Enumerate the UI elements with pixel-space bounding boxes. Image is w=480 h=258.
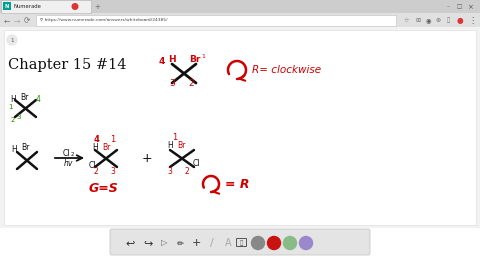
Text: Cl: Cl <box>63 149 71 158</box>
FancyBboxPatch shape <box>110 229 370 255</box>
Text: ▷: ▷ <box>161 238 167 247</box>
Text: 1: 1 <box>172 133 178 141</box>
Text: Cl: Cl <box>193 159 201 168</box>
Text: /: / <box>210 238 214 248</box>
Text: 4: 4 <box>158 58 165 67</box>
Text: H: H <box>92 143 98 152</box>
Text: ◉: ◉ <box>425 18 431 23</box>
Circle shape <box>252 237 264 249</box>
Circle shape <box>300 237 312 249</box>
Text: Br: Br <box>102 142 110 151</box>
Text: +: + <box>142 151 152 165</box>
Text: ←: ← <box>4 17 10 26</box>
Text: 2: 2 <box>11 117 15 123</box>
Text: 2: 2 <box>185 167 190 176</box>
FancyBboxPatch shape <box>1 0 91 13</box>
Text: +: + <box>192 238 201 248</box>
Text: 4: 4 <box>94 135 100 144</box>
Circle shape <box>7 35 17 45</box>
Bar <box>4 30 476 225</box>
Text: 1: 1 <box>110 134 116 143</box>
Text: –: – <box>446 4 449 10</box>
Text: 2: 2 <box>71 151 74 157</box>
Text: →: → <box>14 17 20 26</box>
Text: 1: 1 <box>8 104 12 110</box>
Text: 2: 2 <box>188 79 194 88</box>
Circle shape <box>72 4 78 9</box>
Text: 3: 3 <box>17 114 21 120</box>
Text: Cl: Cl <box>89 160 96 170</box>
Text: ⋮: ⋮ <box>468 16 476 25</box>
Text: H: H <box>168 55 176 64</box>
Bar <box>3 2 11 10</box>
Text: hv: hv <box>64 158 73 167</box>
Text: Br: Br <box>177 141 185 149</box>
Bar <box>0 13 480 27</box>
Text: G=S: G=S <box>88 181 118 195</box>
Bar <box>0 0 480 13</box>
Text: ✏: ✏ <box>177 238 183 247</box>
Bar <box>0 27 480 228</box>
Text: ⚲ https://www.numerade.com/answers/whiteboard/24385/: ⚲ https://www.numerade.com/answers/white… <box>40 19 168 22</box>
Text: 1: 1 <box>201 54 205 60</box>
Text: ↩: ↩ <box>125 238 135 248</box>
Text: 4: 4 <box>36 95 40 104</box>
Text: 3: 3 <box>168 167 172 176</box>
Text: ⊕: ⊕ <box>435 18 441 23</box>
Text: Numerade: Numerade <box>14 4 42 10</box>
Text: H: H <box>11 146 17 155</box>
Text: ●: ● <box>456 16 463 25</box>
Text: 2: 2 <box>94 167 98 176</box>
Text: A: A <box>225 238 231 248</box>
Text: ⊞: ⊞ <box>415 18 420 23</box>
Text: Br: Br <box>21 143 29 152</box>
Text: ⟳: ⟳ <box>24 17 30 26</box>
Text: +: + <box>94 4 100 10</box>
Text: ⛰: ⛰ <box>240 240 242 246</box>
Text: = R: = R <box>225 178 250 190</box>
Bar <box>236 238 246 246</box>
Text: 3: 3 <box>110 167 115 176</box>
Text: Br: Br <box>20 93 28 101</box>
Circle shape <box>284 237 297 249</box>
Text: ↪: ↪ <box>144 238 153 248</box>
Text: 1: 1 <box>10 37 14 43</box>
Text: Chapter 15 #14: Chapter 15 #14 <box>8 58 127 72</box>
Text: H: H <box>167 141 173 150</box>
Text: ×: × <box>467 4 473 10</box>
Text: N: N <box>5 4 9 10</box>
Text: R= clockwise: R= clockwise <box>252 65 321 75</box>
Text: □: □ <box>456 4 462 10</box>
Text: Br: Br <box>189 54 200 63</box>
Text: ☆: ☆ <box>403 18 409 23</box>
Bar <box>36 14 396 26</box>
Text: H: H <box>10 94 16 103</box>
Text: 3: 3 <box>169 79 175 88</box>
Circle shape <box>267 237 280 249</box>
Text: ⬜: ⬜ <box>446 18 450 23</box>
